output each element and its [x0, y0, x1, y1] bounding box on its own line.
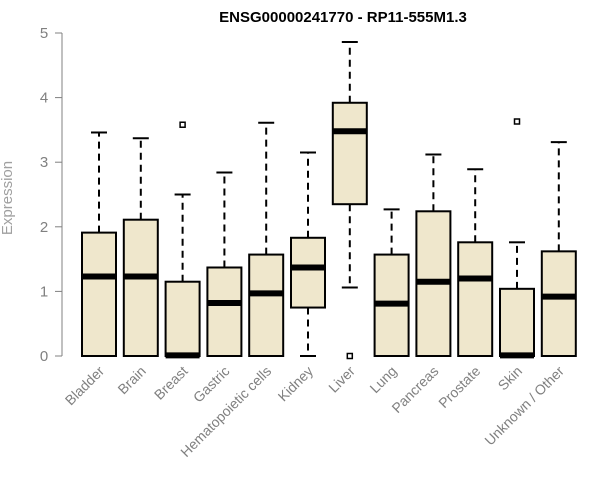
x-tick-label: Brain	[114, 363, 148, 397]
x-tick-label: Bladder	[62, 363, 108, 409]
box-iqr	[248, 253, 285, 357]
box-liver	[331, 41, 368, 360]
box-unknown-other	[540, 141, 577, 358]
boxes-group	[81, 41, 577, 360]
y-axis-label: Expression	[0, 161, 16, 235]
outlier-point	[179, 121, 186, 128]
box-skin	[499, 118, 535, 359]
box-brain	[122, 137, 159, 357]
outlier-point	[346, 352, 354, 360]
box-prostate	[457, 168, 494, 357]
y-tick-label: 3	[40, 154, 48, 171]
box-iqr	[206, 266, 243, 357]
box-pancreas	[415, 153, 452, 357]
box-kidney	[290, 151, 326, 357]
y-axis: 0 1 2 3 4 5	[40, 25, 63, 365]
x-tick-label: Unknown / Other	[481, 363, 567, 449]
box-iqr	[122, 218, 159, 357]
y-tick-label: 4	[40, 90, 48, 107]
box-iqr	[164, 280, 201, 357]
outlier-point	[513, 118, 521, 125]
y-tick-label: 1	[40, 283, 48, 300]
box-gastric	[206, 171, 243, 357]
x-tick-label: Breast	[151, 363, 191, 403]
box-bladder	[81, 131, 117, 357]
y-tick-label: 2	[40, 219, 48, 236]
chart-title: ENSG00000241770 - RP11-555M1.3	[219, 9, 467, 26]
box-iqr	[81, 231, 117, 357]
box-iqr	[290, 236, 326, 309]
x-tick-label: Liver	[325, 363, 358, 396]
box-iqr	[499, 287, 535, 358]
box-lung	[373, 208, 410, 357]
box-iqr	[331, 101, 368, 206]
x-tick-label: Kidney	[275, 363, 317, 405]
y-tick-label: 0	[40, 348, 48, 365]
box-iqr	[540, 250, 577, 358]
box-iqr	[457, 241, 494, 357]
box-breast	[164, 121, 201, 359]
x-tick-label: Lung	[366, 363, 399, 396]
y-tick-label: 5	[40, 25, 48, 42]
x-tick-label: Skin	[495, 363, 526, 394]
x-tick-label: Prostate	[435, 363, 483, 411]
box-hematopoietic-cells	[248, 121, 285, 357]
